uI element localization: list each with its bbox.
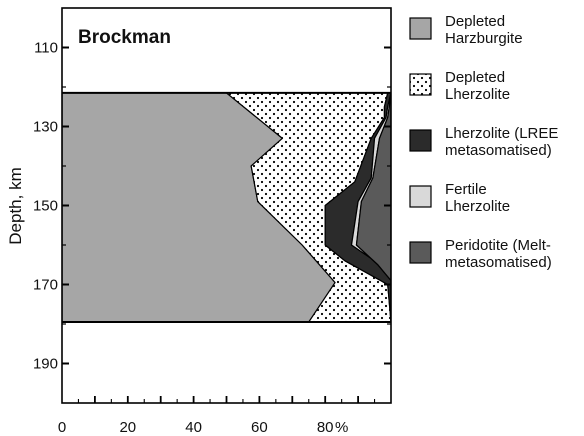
legend-label-fertile-lherzolite: Fertile Lherzolite <box>445 181 510 215</box>
legend-label-depleted-harzburgite: Depleted Harzburgite <box>445 13 523 47</box>
y-tick-label: 170 <box>33 277 58 294</box>
legend: Depleted Harzburgite Depleted Lherzolite Lhe… <box>409 13 558 271</box>
x-tick-label: 60 <box>251 419 268 436</box>
x-tick-label: 80 <box>317 419 334 436</box>
x-tick-label: 20 <box>119 419 136 436</box>
legend-swatch-depleted-lherzolite <box>409 73 432 96</box>
y-tick-label: 130 <box>33 119 58 136</box>
legend-label-depleted-lherzolite: Depleted Lherzolite <box>445 69 510 103</box>
y-tick-label: 190 <box>33 356 58 373</box>
x-tick-label: 0 <box>58 419 66 436</box>
x-axis-unit: % <box>335 419 348 436</box>
legend-swatch-fertile-lherzolite <box>409 185 432 208</box>
layer-peridotite-melt-metasomatised <box>355 92 391 323</box>
chart-title: Brockman <box>78 27 171 48</box>
y-tick-label: 150 <box>33 198 58 215</box>
x-tick-label: 40 <box>185 419 202 436</box>
y-axis-ticks: 110 130 150 170 190 <box>33 40 391 373</box>
legend-label-lherzolite-lree-metasomatised: Lherzolite (LREE metasomatised) <box>445 125 558 159</box>
legend-swatch-peridotite-melt-metasomatised <box>409 241 432 264</box>
composition-layers <box>62 92 391 323</box>
legend-swatch-lherzolite-lree-metasomatised <box>409 129 432 152</box>
y-tick-label: 110 <box>34 40 58 57</box>
legend-swatch-depleted-harzburgite <box>409 17 432 40</box>
x-axis-ticks: 0 20 40 60 80 <box>58 396 376 436</box>
legend-label-peridotite-melt-metasomatised: Peridotite (Melt-metasomatised) <box>445 237 552 271</box>
y-axis-title: Depth, km <box>6 167 25 244</box>
